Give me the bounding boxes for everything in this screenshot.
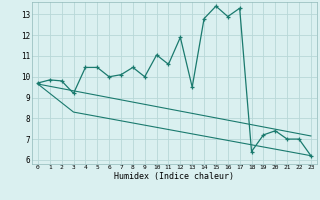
X-axis label: Humidex (Indice chaleur): Humidex (Indice chaleur) [115, 172, 234, 181]
